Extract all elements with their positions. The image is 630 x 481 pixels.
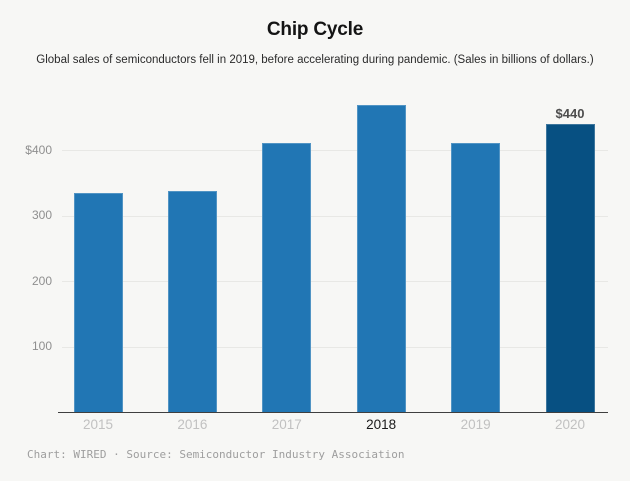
bar-2015[interactable] [73, 193, 123, 413]
gridline-200 [62, 281, 608, 283]
x-axis-line [58, 411, 608, 413]
bar-2017[interactable] [262, 142, 312, 413]
x-axis-label-2019: 2019 [460, 417, 491, 432]
chart-subtitle: Global sales of semiconductors fell in 2… [36, 54, 594, 66]
chart-title: Chip Cycle [266, 19, 364, 40]
gridline-300 [62, 215, 608, 217]
bar-2016[interactable] [167, 190, 217, 413]
y-axis-tick-label-100: 100 [31, 339, 52, 354]
bar-value-label-2020: $440 [555, 106, 585, 122]
x-axis-label-2015: 2015 [82, 417, 114, 432]
attribution: Chart: WIRED · Source: Semiconductor Ind… [27, 448, 405, 461]
bar-2018[interactable] [356, 105, 406, 413]
gridline-100 [62, 346, 608, 348]
x-axis-label-2020: 2020 [554, 417, 586, 432]
y-axis-tick-label-200: 200 [31, 273, 52, 288]
y-axis-tick-label-400: $400 [25, 142, 52, 157]
bar-2019[interactable] [451, 142, 501, 413]
gridline-400 [62, 150, 608, 151]
x-axis-label-2017: 2017 [271, 417, 302, 432]
y-axis-tick-label-300: 300 [31, 208, 52, 223]
x-axis-label-2018: 2018 [366, 417, 397, 432]
x-axis-label-2016: 2016 [177, 417, 208, 432]
bar-2020[interactable] [545, 124, 595, 414]
